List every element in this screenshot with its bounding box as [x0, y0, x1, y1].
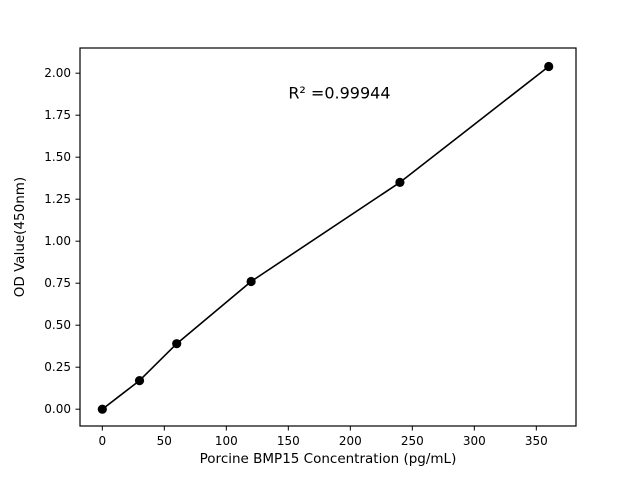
x-axis-label: Porcine BMP15 Concentration (pg/mL) [200, 451, 457, 467]
y-tick-label: 0.50 [44, 318, 71, 332]
y-tick-label: 0.75 [44, 276, 71, 290]
x-tick-label: 200 [339, 434, 362, 448]
y-tick-label: 1.25 [44, 192, 71, 206]
y-tick-label: 1.00 [44, 234, 71, 248]
y-tick-label: 1.75 [44, 108, 71, 122]
y-tick-label: 0.25 [44, 360, 71, 374]
x-tick-label: 150 [277, 434, 300, 448]
x-tick-label: 0 [98, 434, 106, 448]
x-tick-label: 100 [215, 434, 238, 448]
data-point [544, 61, 554, 72]
x-tick-label: 300 [463, 434, 486, 448]
data-point [246, 276, 256, 287]
fit-line [101, 65, 550, 410]
y-tick-label: 1.50 [44, 150, 71, 164]
x-tick-label: 250 [401, 434, 424, 448]
plot-area [80, 48, 576, 426]
r-squared-annotation: R² =0.99944 [288, 83, 390, 102]
axes-frame [79, 47, 577, 427]
data-point [172, 339, 182, 349]
y-tick-label: 2.00 [44, 66, 71, 80]
data-point [395, 177, 405, 187]
x-tick-label: 50 [157, 434, 172, 448]
data-point [134, 376, 145, 386]
x-tick-label: 350 [525, 434, 548, 448]
y-tick-label: 0.00 [44, 402, 71, 416]
y-axis-label: OD Value(450nm) [12, 177, 28, 297]
data-point [97, 404, 107, 414]
